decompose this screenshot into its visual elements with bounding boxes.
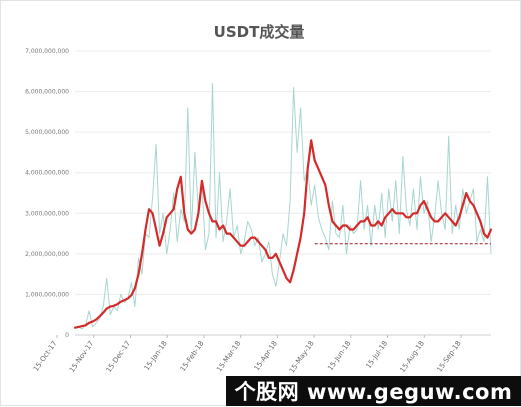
y-tick-label: 7,000,000,000 (25, 48, 69, 55)
x-tick-label: 15-Jul-18 (364, 340, 389, 371)
x-axis: 15-Oct-17 15-Nov-17 15-Dec-17 15-Jan-18 15-F… (32, 335, 463, 375)
x-tick-label: 15-Mar-18 (215, 340, 242, 374)
y-tick-label: 6,000,000,000 (25, 89, 69, 96)
chart-title: USDT成交量 (214, 23, 305, 41)
y-tick-label: 1,000,000,000 (25, 291, 69, 298)
grid-lines (75, 50, 491, 336)
moving-average-line (73, 139, 493, 329)
x-tick-label: 15-Nov-17 (68, 340, 95, 374)
y-tick-label: 2,000,000,000 (25, 251, 69, 258)
x-tick-label: 15-May-18 (288, 340, 316, 375)
y-tick-label: 0 (65, 332, 69, 339)
daily-volume-line (74, 83, 492, 330)
site-watermark: 个股网 www.geguw.com (226, 376, 521, 406)
x-tick-label: 15-Jun-18 (326, 340, 352, 373)
x-tick-label: 15-Aug-18 (398, 340, 425, 374)
y-tick-label: 5,000,000,000 (25, 129, 69, 136)
y-tick-label: 4,000,000,000 (25, 170, 69, 177)
series-group (73, 83, 493, 330)
x-tick-label: 15-Sep-18 (435, 340, 462, 374)
y-tick-label: 3,000,000,000 (25, 210, 69, 217)
x-tick-label: 15-Dec-17 (105, 340, 132, 374)
x-tick-label: 15-Oct-17 (32, 340, 59, 373)
x-tick-label: 15-Feb-18 (179, 340, 206, 373)
y-axis: 0 1,000,000,000 2,000,000,000 3,000,000,000… (25, 48, 69, 339)
x-tick-label: 15-Jan-18 (143, 340, 169, 372)
x-tick-label: 15-Apr-18 (253, 340, 279, 373)
